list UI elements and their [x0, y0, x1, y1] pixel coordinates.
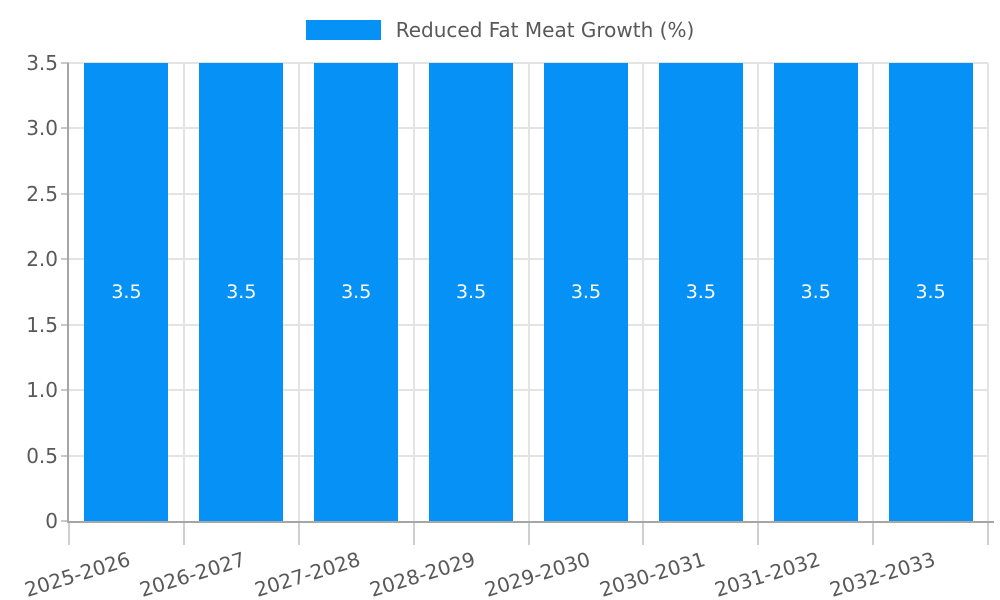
bar: 3.5	[888, 63, 973, 521]
legend-swatch	[305, 20, 381, 40]
y-tick	[61, 323, 69, 326]
bar-value-label: 3.5	[570, 281, 602, 303]
bar-value-label: 3.5	[226, 281, 257, 303]
y-axis-tick-label: 0.5	[26, 443, 58, 468]
y-tick	[61, 454, 69, 457]
x-gridline	[642, 63, 645, 521]
bar-value-label: 3.5	[685, 281, 716, 303]
x-axis-tick-label: 2032-2033	[826, 547, 938, 600]
y-axis-tick-label: 3.0	[26, 116, 58, 141]
x-tick	[68, 523, 70, 545]
x-tick	[412, 523, 415, 545]
bar-value-label: 3.5	[915, 281, 946, 303]
bar: 3.5	[429, 63, 514, 521]
bar: 3.5	[84, 63, 169, 521]
legend-label: Reduced Fat Meat Growth (%)	[395, 18, 695, 42]
y-tick	[61, 127, 69, 130]
legend: Reduced Fat Meat Growth (%)	[0, 18, 1000, 42]
bar-value-label: 3.5	[800, 281, 831, 303]
y-tick	[61, 389, 69, 392]
y-tick	[61, 62, 69, 64]
bar: 3.5	[199, 63, 284, 521]
y-axis-tick-label: 2.0	[26, 247, 58, 272]
x-tick	[642, 523, 645, 545]
bar: 3.5	[543, 63, 628, 521]
bar: 3.5	[314, 63, 399, 521]
x-axis-tick-label: 2031-2032	[711, 547, 823, 600]
bar-value-label: 3.5	[341, 281, 372, 303]
x-tick	[182, 523, 185, 545]
x-tick	[757, 523, 760, 545]
x-axis-tick-label: 2026-2027	[137, 547, 249, 600]
x-gridline	[757, 63, 760, 521]
y-axis-tick-label: 0	[45, 509, 58, 533]
x-axis-tick-label: 2027-2028	[251, 547, 364, 600]
y-axis-tick-label: 1.5	[26, 312, 58, 337]
x-tick	[987, 523, 989, 545]
y-axis-tick-label: 3.5	[26, 51, 58, 75]
x-axis-tick-label: 2028-2029	[366, 547, 479, 600]
x-gridline	[412, 63, 415, 521]
y-tick	[61, 520, 69, 522]
bar: 3.5	[658, 63, 743, 521]
x-tick	[872, 523, 875, 545]
x-gridline	[987, 63, 989, 521]
y-axis-line	[67, 63, 69, 523]
bar-value-label: 3.5	[111, 281, 142, 303]
x-tick	[297, 523, 300, 545]
x-tick	[527, 523, 530, 545]
x-gridline	[182, 63, 185, 521]
bar-value-label: 3.5	[455, 281, 487, 303]
y-tick	[61, 258, 69, 261]
x-gridline	[297, 63, 300, 521]
x-axis-line	[67, 521, 994, 523]
x-axis-tick-label: 2029-2030	[481, 547, 593, 600]
x-axis-tick-label: 2030-2031	[596, 547, 708, 600]
y-axis-tick-label: 1.0	[26, 378, 58, 403]
x-gridline	[872, 63, 875, 521]
x-gridline	[527, 63, 530, 521]
y-tick	[61, 192, 69, 195]
x-axis-tick-label: 2025-2026	[22, 547, 134, 600]
y-axis-tick-label: 2.5	[26, 181, 58, 206]
bar: 3.5	[773, 63, 858, 521]
